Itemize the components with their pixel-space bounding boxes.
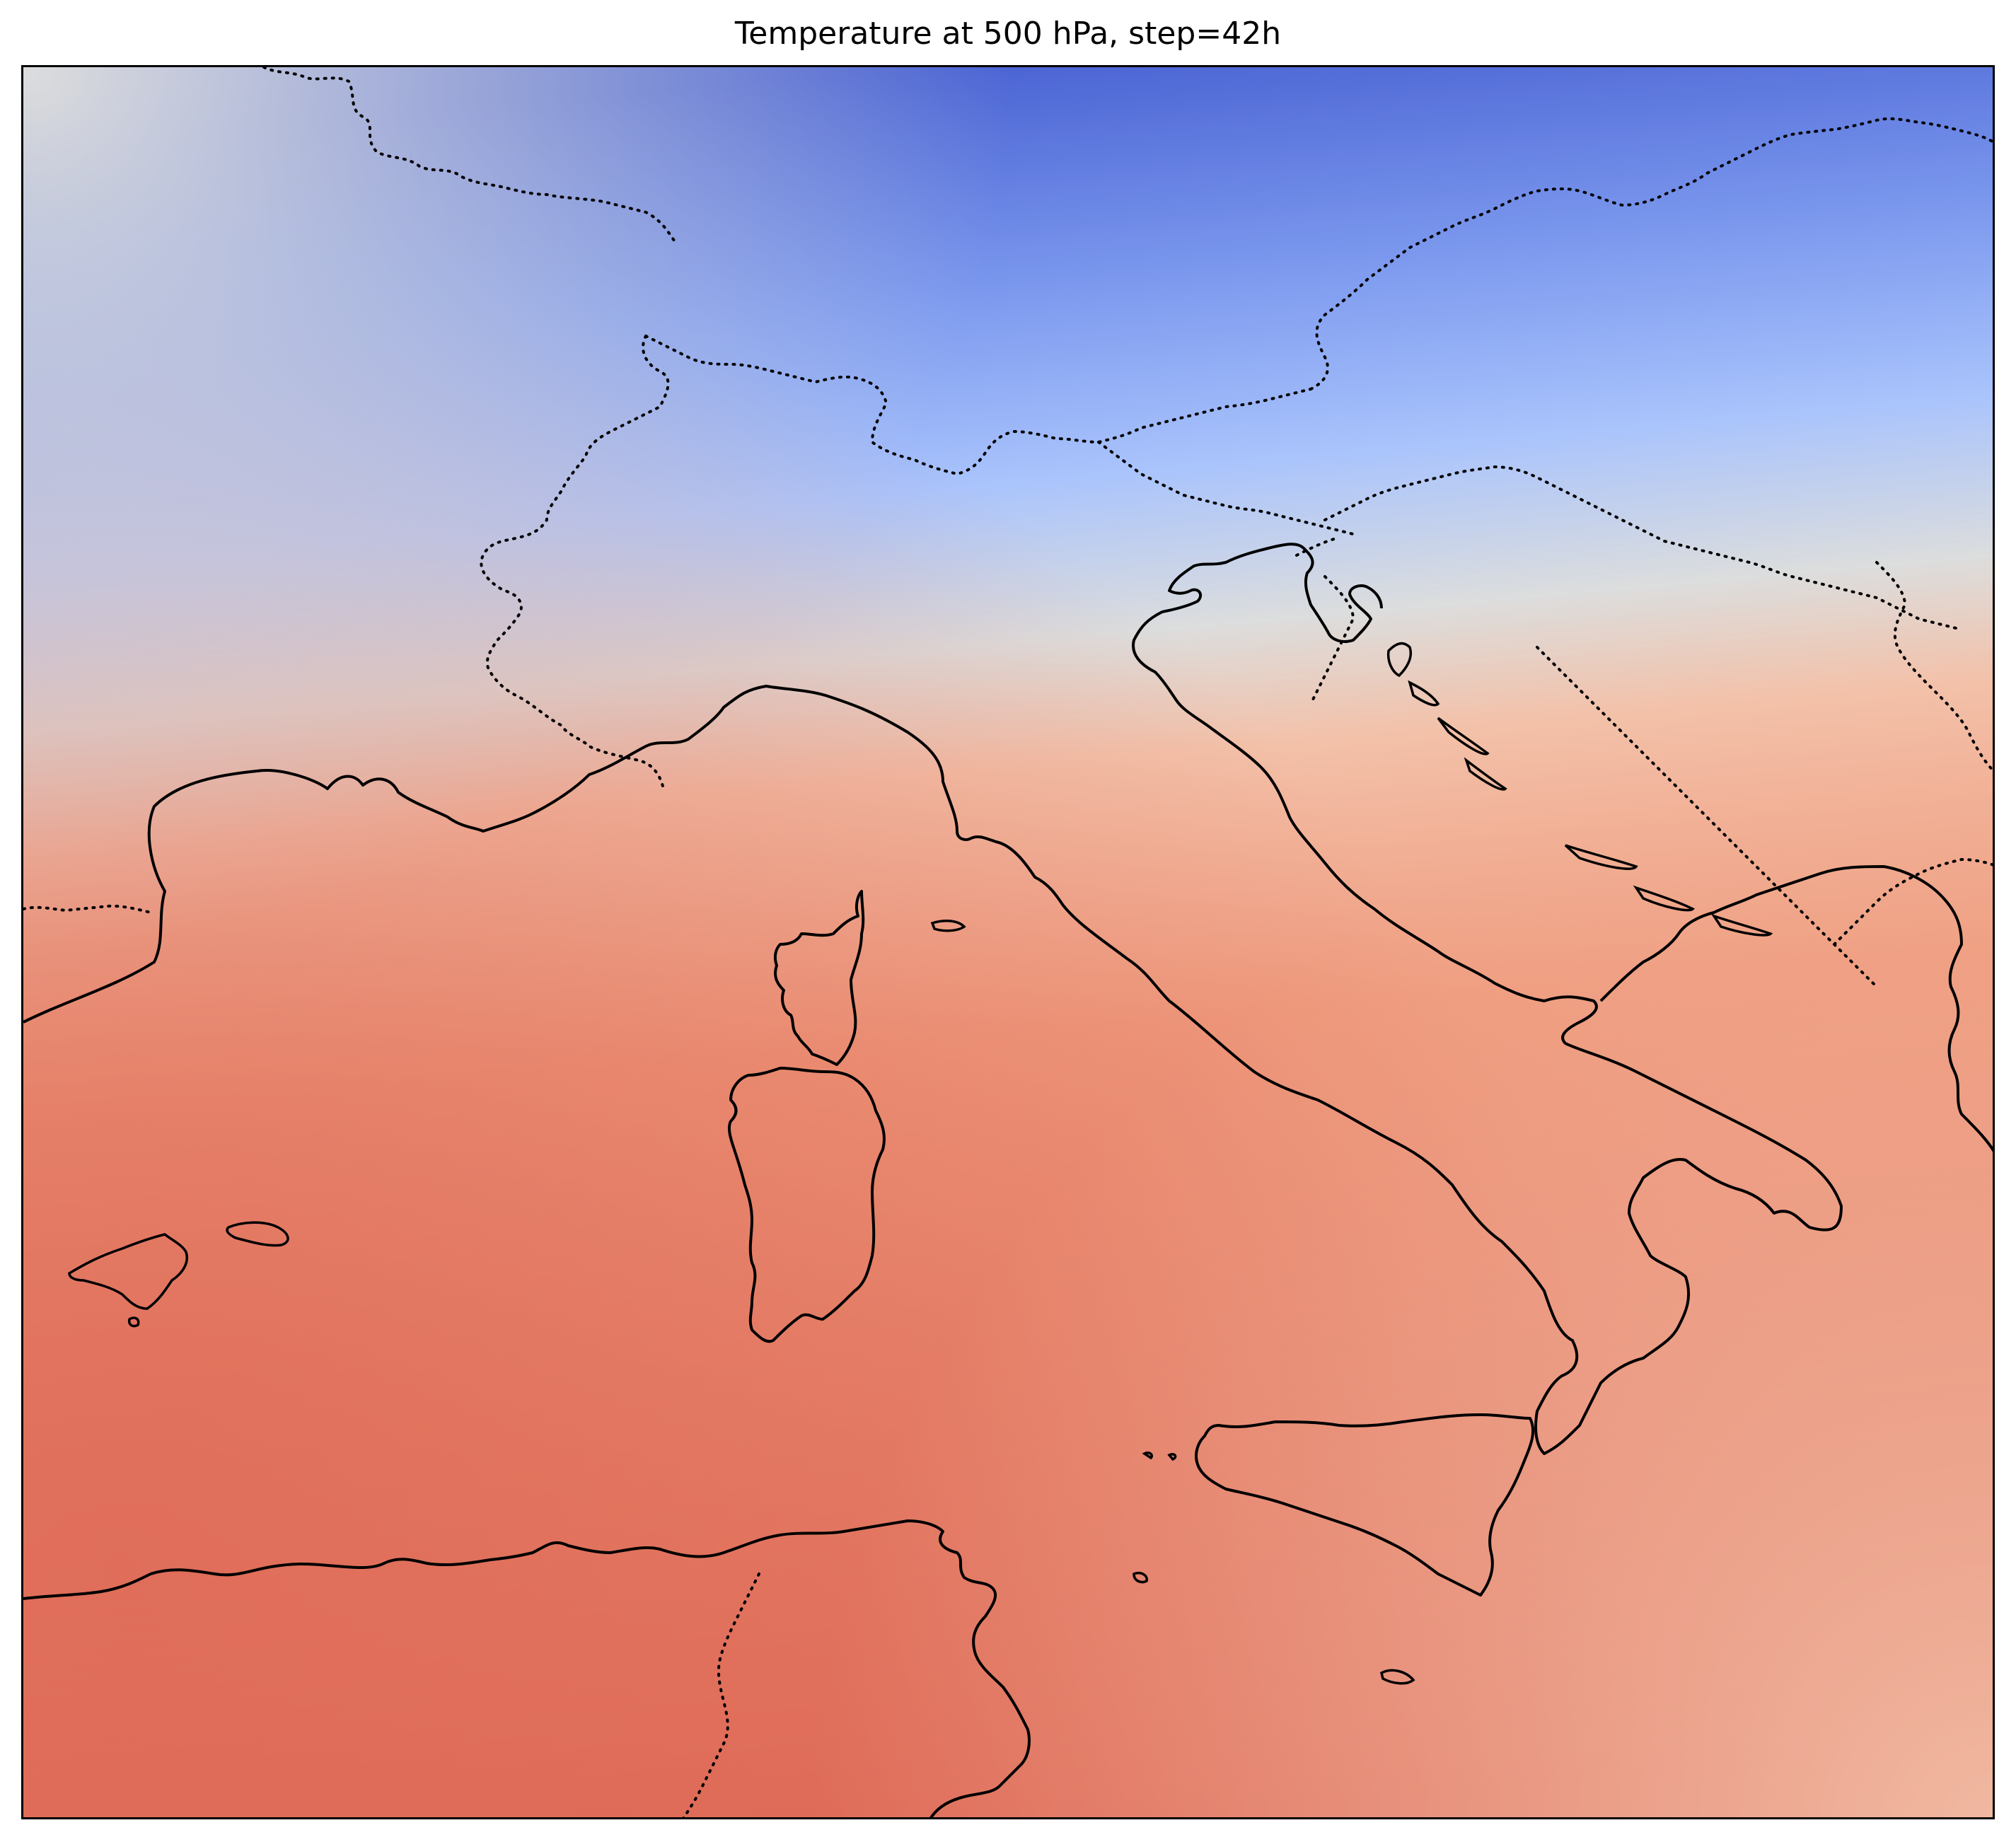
border-italy-san-marino xyxy=(1295,536,1340,557)
coastline-egadi xyxy=(1142,1451,1177,1461)
coastline-adriatic-islands xyxy=(1386,642,1773,937)
coastline-sicily xyxy=(1195,1413,1535,1597)
temperature-map xyxy=(23,67,1993,1817)
coastline-malta xyxy=(1379,1669,1415,1685)
map-panel xyxy=(21,65,1995,1819)
coastline-balkans xyxy=(1599,865,1993,1152)
coastline-iberia-france xyxy=(23,543,1843,1455)
border-serbia-montenegro xyxy=(1833,561,1993,946)
coastline-sardinia xyxy=(727,1067,886,1343)
border-france-italy xyxy=(480,335,670,790)
map-title: Temperature at 500 hPa, step=42h xyxy=(734,16,1282,52)
border-spain-france xyxy=(23,904,152,914)
border-croatia-bosnia xyxy=(1309,575,1878,988)
coastline-menorca xyxy=(226,1221,289,1247)
border-slovenia-croatia xyxy=(1323,465,1963,631)
coastline-pantelleria xyxy=(1132,1572,1148,1584)
coastline-elba xyxy=(930,919,966,932)
border-algeria-tunisia xyxy=(682,1572,760,1817)
border-france-switzerland xyxy=(262,67,676,242)
coastline-corsica xyxy=(773,890,865,1066)
coastline-mallorca xyxy=(68,1233,188,1310)
mild-region-southeast xyxy=(23,67,1993,1817)
coastline-north-africa xyxy=(23,1519,1031,1817)
coastline-ibiza xyxy=(127,1316,140,1328)
border-switzerland-italy xyxy=(644,335,1312,476)
border-austria-germany xyxy=(1309,117,1993,390)
